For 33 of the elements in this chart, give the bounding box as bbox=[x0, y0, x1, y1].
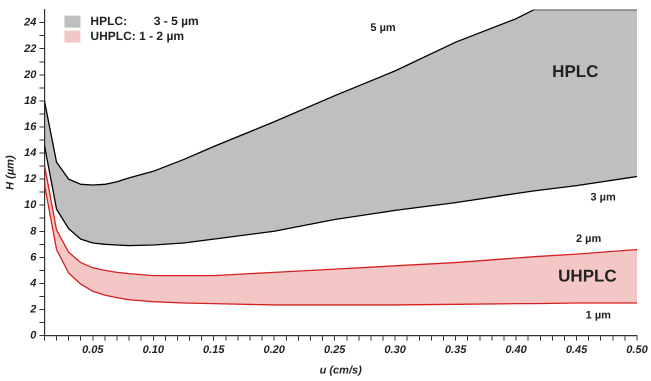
y-tick-label: 12 bbox=[24, 173, 36, 186]
y-tick-label: 4 bbox=[29, 277, 36, 290]
y-axis-title: H (µm) bbox=[4, 155, 17, 190]
annotation: 1 µm bbox=[586, 309, 612, 322]
legend-label: UHPLC: 1 - 2 µm bbox=[90, 28, 184, 43]
y-tick-label: 24 bbox=[23, 16, 36, 29]
y-tick-label: 16 bbox=[24, 120, 38, 133]
x-tick-label: 0.30 bbox=[384, 344, 407, 356]
x-tick-label: 0.50 bbox=[626, 344, 649, 356]
x-tick-label: 0.05 bbox=[82, 344, 104, 356]
y-tick-label: 6 bbox=[30, 251, 38, 264]
y-tick-label: 18 bbox=[24, 94, 38, 107]
legend-label: HPLC: 3 - 5 µm bbox=[90, 14, 199, 28]
x-tick-label: 0.15 bbox=[203, 344, 226, 356]
x-tick-label: 0.25 bbox=[324, 344, 346, 356]
annotation: 2 µm bbox=[576, 233, 602, 246]
x-tick-label: 0.45 bbox=[566, 344, 588, 356]
y-tick-label: 14 bbox=[24, 147, 36, 160]
y-tick-label: 10 bbox=[24, 199, 38, 212]
x-tick-label: 0.35 bbox=[444, 344, 468, 356]
y-tick-label: 0 bbox=[30, 330, 38, 342]
x-axis-title: u (cm/s) bbox=[320, 364, 362, 376]
annotation: UHPLC bbox=[558, 266, 617, 286]
x-tick-label: 0.20 bbox=[263, 344, 286, 356]
y-tick-label: 20 bbox=[23, 68, 38, 81]
annotation: 3 µm bbox=[590, 191, 616, 204]
y-tick-label: 2 bbox=[29, 304, 36, 316]
y-tick-label: 8 bbox=[30, 225, 38, 238]
x-tick-label: 0.40 bbox=[505, 344, 528, 356]
annotation: HPLC bbox=[552, 62, 598, 81]
y-tick-label: 22 bbox=[23, 42, 36, 55]
x-tick-label: 0.10 bbox=[142, 344, 165, 356]
annotation: 5 µm bbox=[370, 22, 396, 34]
